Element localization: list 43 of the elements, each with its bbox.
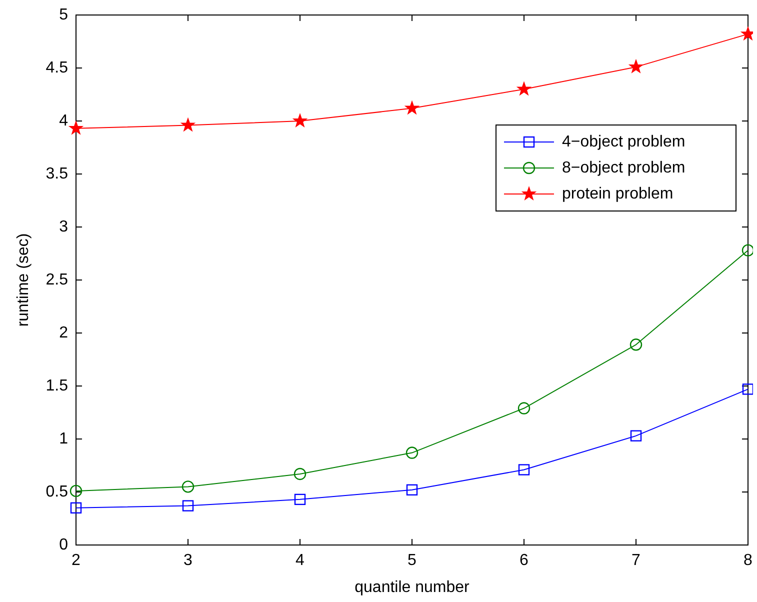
y-tick-label: 3.5 <box>46 166 68 182</box>
point <box>518 464 530 476</box>
point <box>70 502 82 514</box>
point <box>294 494 306 506</box>
point <box>69 121 83 134</box>
legend-label: protein problem <box>562 186 674 202</box>
x-axis-title: quantile number <box>354 579 470 596</box>
point <box>742 244 753 256</box>
point <box>742 384 753 395</box>
point <box>629 60 643 73</box>
y-axis-title: runtime (sec) <box>15 233 32 327</box>
point <box>181 118 195 131</box>
point <box>630 338 642 351</box>
y-tick-label: 0.5 <box>46 484 68 500</box>
x-tick-label: 4 <box>296 552 305 569</box>
y-tick-label: 1.5 <box>46 378 68 394</box>
y-tick-label: 1 <box>59 430 68 448</box>
point <box>405 101 419 114</box>
point <box>182 480 194 493</box>
x-tick-label: 6 <box>520 552 529 569</box>
point <box>518 402 530 414</box>
point <box>517 82 531 95</box>
x-tick-label: 7 <box>632 552 641 569</box>
legend-label: 8−object problem <box>562 160 686 176</box>
point <box>70 484 82 498</box>
y-tick-label: 4.5 <box>46 60 68 76</box>
y-tick-label: 3 <box>59 218 68 236</box>
point <box>630 430 642 442</box>
point <box>293 114 307 127</box>
point <box>182 500 194 512</box>
x-tick-label: 3 <box>184 552 193 569</box>
y-tick-label: 5 <box>59 6 68 24</box>
y-tick-label: 2.5 <box>46 272 68 288</box>
y-tick-label: 0 <box>59 536 68 554</box>
point <box>294 468 306 480</box>
x-tick-label: 8 <box>744 552 753 569</box>
legend-label: 4−object problem <box>562 134 686 150</box>
x-tick-label: 2 <box>72 552 81 569</box>
y-tick-label: 4 <box>59 112 68 130</box>
y-tick-label: 2 <box>59 324 68 342</box>
x-tick-label: 5 <box>408 552 417 569</box>
point <box>406 446 418 459</box>
point <box>406 484 418 496</box>
